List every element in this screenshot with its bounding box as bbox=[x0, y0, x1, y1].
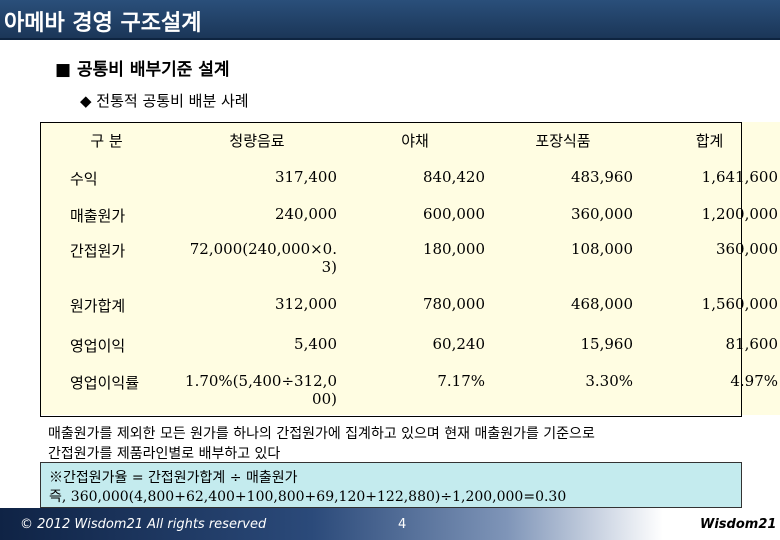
cell: 72,000(240,000×0.3) bbox=[189, 240, 337, 276]
cell: 483,960 bbox=[570, 168, 633, 186]
footer: © 2012 Wisdom21 All rights reserved 4 Wi… bbox=[0, 508, 780, 540]
cell: 600,000 bbox=[422, 205, 485, 223]
row-label: 간접원가 bbox=[70, 242, 126, 260]
cell: 1,641,600 bbox=[701, 168, 778, 186]
cell: 81,600 bbox=[725, 335, 779, 353]
row-label: 수익 bbox=[70, 170, 98, 188]
cell: 240,000 bbox=[274, 205, 337, 223]
formula-line: 즉, 360,000(4,800+62,400+100,800+69,120+1… bbox=[49, 489, 567, 505]
column-header: 합계 bbox=[695, 131, 724, 150]
cell: 5,400 bbox=[294, 335, 337, 353]
note: 간접원가를 제품라인별로 배부하고 있다 bbox=[48, 446, 281, 462]
cell: 108,000 bbox=[570, 240, 633, 258]
cell: 840,420 bbox=[422, 168, 485, 186]
cell: 1.70%(5,400÷312,000) bbox=[185, 372, 337, 408]
row-label: 영업이익률 bbox=[70, 374, 140, 392]
table-row: 수익 317,400 840,420 483,960 1,641,600 bbox=[40, 158, 780, 195]
cell: 780,000 bbox=[422, 295, 485, 313]
column-header: 구 분 bbox=[90, 131, 123, 150]
cell: 180,000 bbox=[422, 240, 485, 258]
header-row: 구 분 청량음료 야채 포장식품 합계 bbox=[40, 122, 780, 158]
cell: 60,240 bbox=[432, 335, 486, 353]
table-row: 영업이익률 1.70%(5,400÷312,000) 7.17% 3.30% 4.97% bbox=[40, 362, 780, 415]
section-heading: ■ 공통비 배부기준 설계 bbox=[55, 60, 230, 80]
copyright: © 2012 Wisdom21 All rights reserved bbox=[20, 517, 267, 532]
column-header: 청량음료 bbox=[229, 131, 285, 150]
cell: 3.30% bbox=[585, 372, 633, 390]
cell: 312,000 bbox=[274, 295, 337, 313]
formula-box: ※간접원가율 = 간접원가합계 ÷ 매출원가 즉, 360,000(4,800+… bbox=[40, 462, 742, 508]
header-bar: 아메바 경영 구조설계 bbox=[0, 0, 780, 40]
row-label: 매출원가 bbox=[70, 207, 126, 225]
brand: Wisdom21 bbox=[700, 517, 777, 532]
cell: 4.97% bbox=[730, 372, 778, 390]
table-row: 원가합계 312,000 780,000 468,000 1,560,000 bbox=[40, 285, 780, 325]
column-header: 야채 bbox=[401, 131, 429, 150]
cell: 7.17% bbox=[437, 372, 485, 390]
cell: 360,000 bbox=[715, 240, 778, 258]
table-row: 매출원가 240,000 600,000 360,000 1,200,000 bbox=[40, 195, 780, 230]
formula-line: ※간접원가율 = 간접원가합계 ÷ 매출원가 bbox=[49, 470, 298, 486]
cell: 317,400 bbox=[274, 168, 337, 186]
cell: 1,200,000 bbox=[701, 205, 778, 223]
column-header: 포장식품 bbox=[535, 131, 591, 150]
title: 아메바 경영 구조설계 bbox=[4, 11, 202, 36]
cell: 468,000 bbox=[570, 295, 633, 313]
note: 매출원가를 제외한 모든 원가를 하나의 간접원가에 집계하고 있으며 현재 매… bbox=[48, 426, 595, 442]
table-row: 간접원가 72,000(240,000×0.3) 180,000 108,000 360… bbox=[40, 230, 780, 285]
cell: 1,560,000 bbox=[701, 295, 778, 313]
cell: 15,960 bbox=[580, 335, 634, 353]
cell: 360,000 bbox=[570, 205, 633, 223]
row-label: 영업이익 bbox=[70, 337, 126, 355]
row-label: 원가합계 bbox=[70, 297, 126, 315]
table-row: 영업이익 5,400 60,240 15,960 81,600 bbox=[40, 325, 780, 362]
page-number: 4 bbox=[398, 517, 407, 532]
subsection-heading: ◆ 전통적 공통비 배분 사례 bbox=[80, 92, 249, 110]
